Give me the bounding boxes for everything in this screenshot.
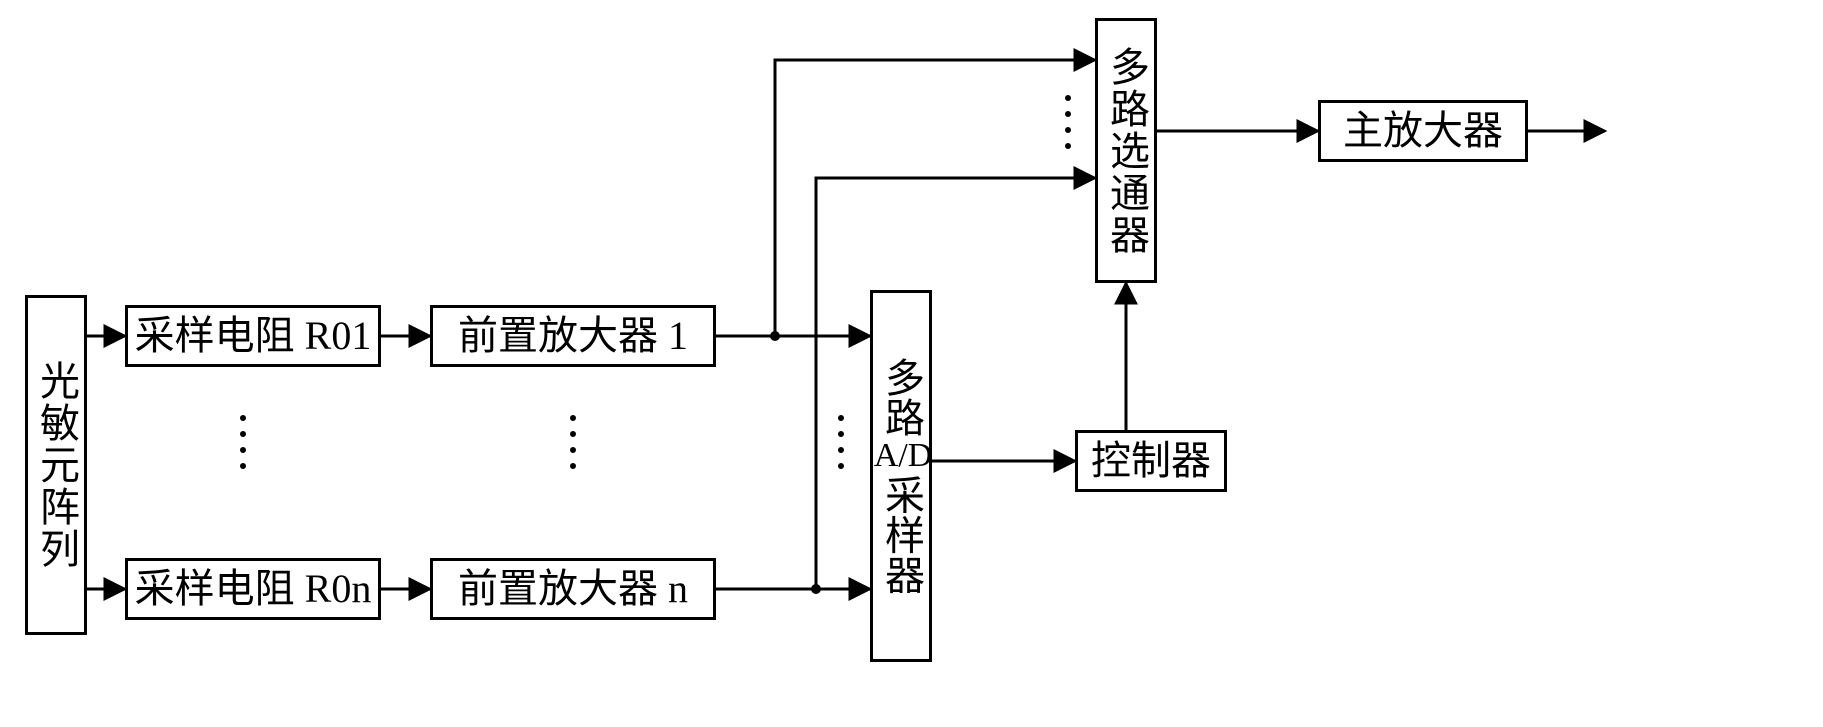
mux-block: 多路选通器 [1095,18,1157,283]
sensor-array-block: 光敏元阵列 [25,295,87,635]
ad-sampler-block: 多路A/D采样器 [870,290,932,662]
sampling-resistor-n-block: 采样电阻 R0n [125,558,381,620]
edge [775,60,1095,336]
controller-block: 控制器 [1075,430,1227,492]
preamp-n-label: 前置放大器 n [458,567,688,611]
main-amp-block: 主放大器 [1318,100,1528,162]
preamp-n-block: 前置放大器 n [430,558,716,620]
controller-label: 控制器 [1091,439,1211,483]
ellipsis-icon [1065,95,1071,149]
ellipsis-icon [570,415,576,469]
junction-dot [811,584,821,594]
sampling-resistor-1-label: 采样电阻 R01 [135,314,372,358]
ad-sampler-label: 多路A/D采样器 [872,357,931,594]
ellipsis-icon [240,415,246,469]
junction-dot [770,331,780,341]
preamp-1-block: 前置放大器 1 [430,305,716,367]
main-amp-label: 主放大器 [1343,109,1503,153]
sensor-array-label: 光敏元阵列 [34,360,78,570]
sampling-resistor-1-block: 采样电阻 R01 [125,305,381,367]
preamp-1-label: 前置放大器 1 [458,314,688,358]
sampling-resistor-n-label: 采样电阻 R0n [135,567,372,611]
ellipsis-icon [838,415,844,469]
edge [816,178,1095,589]
mux-label: 多路选通器 [1104,46,1148,256]
